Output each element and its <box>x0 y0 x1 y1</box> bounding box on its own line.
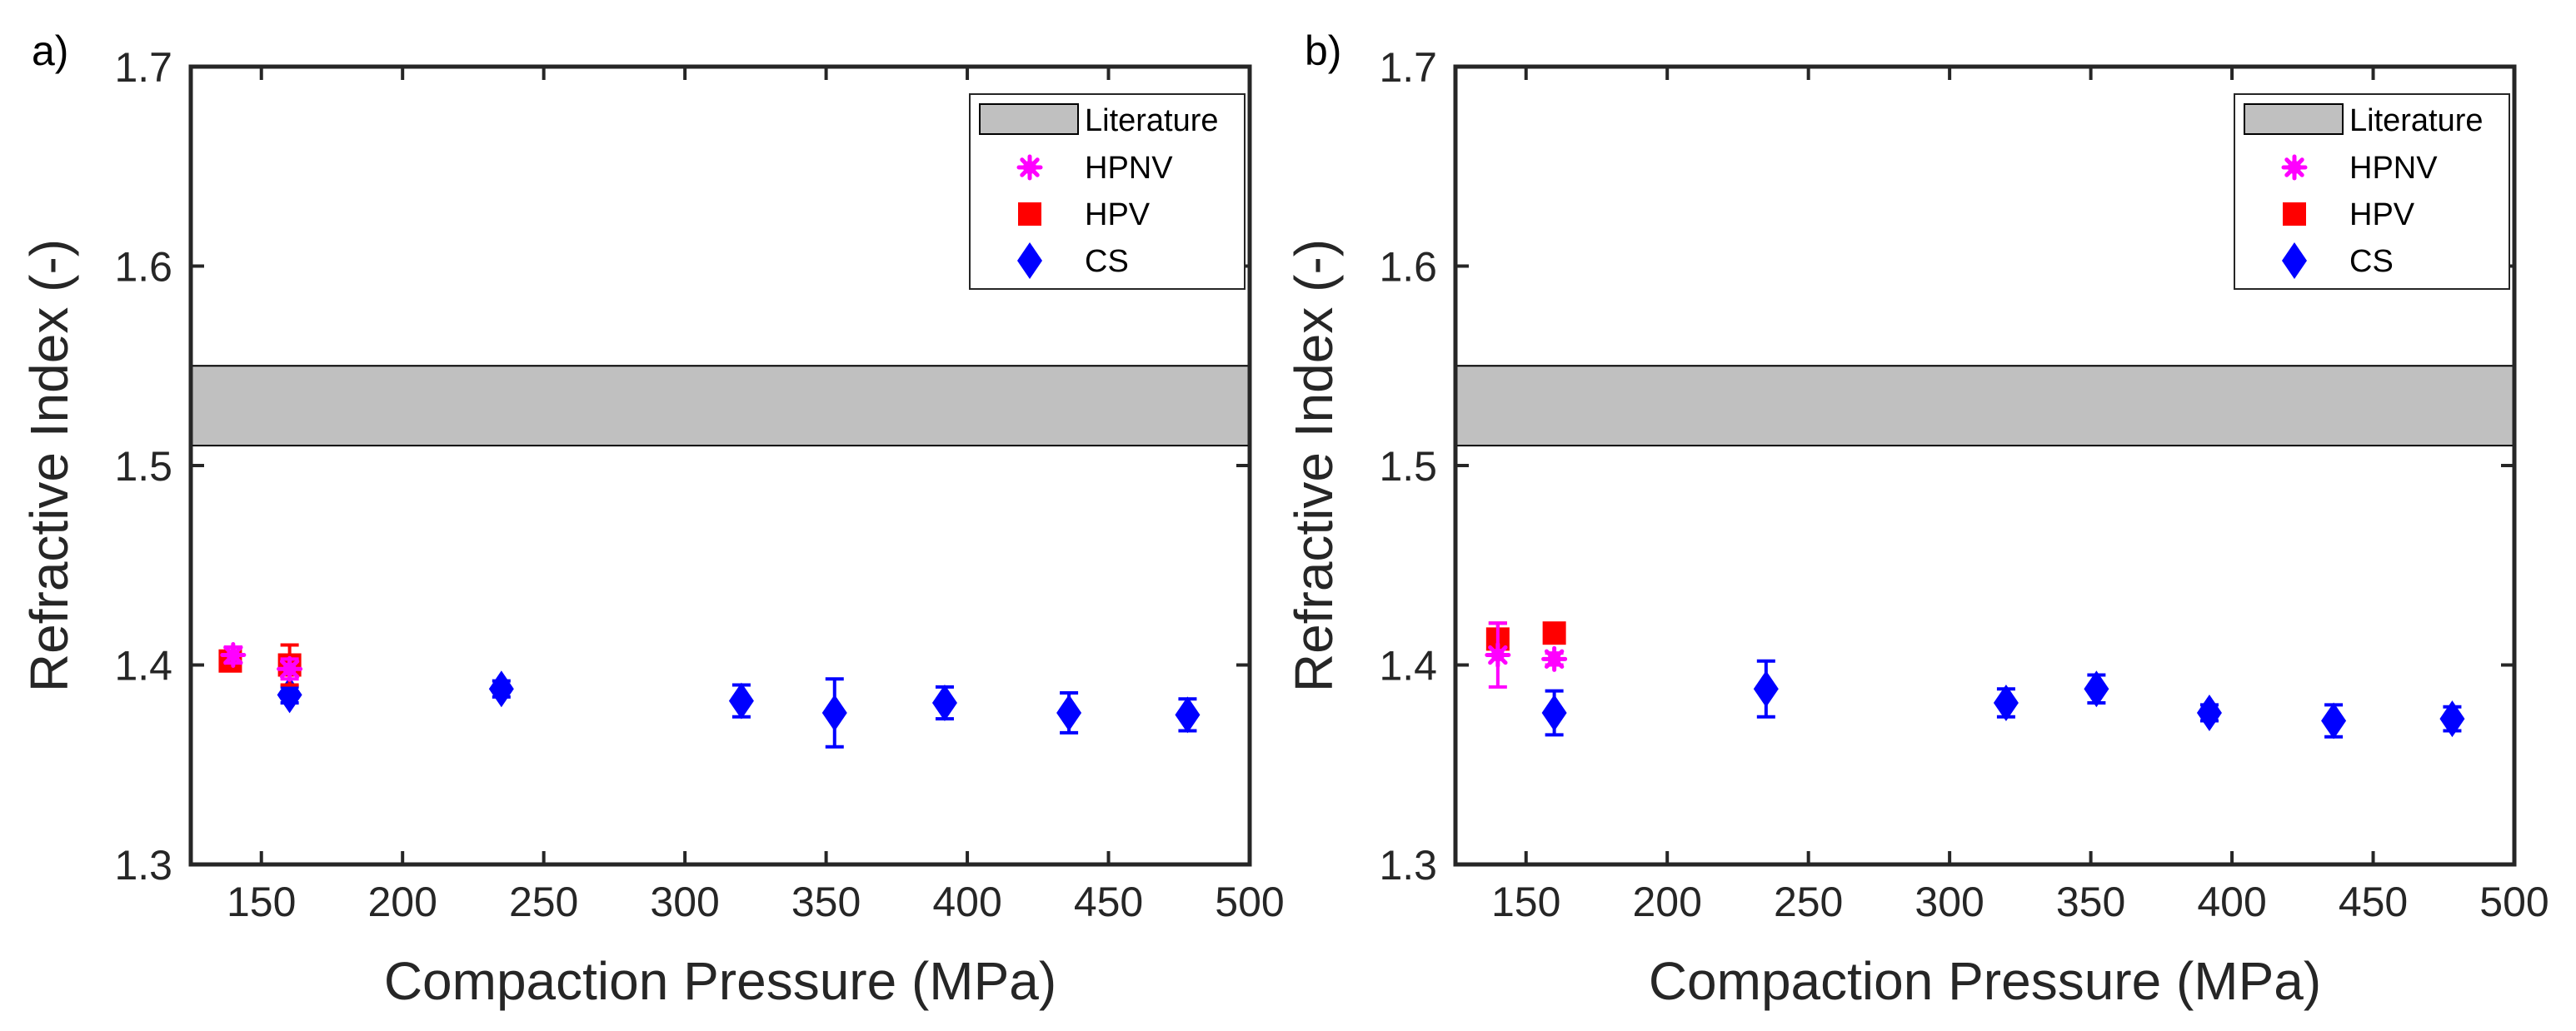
legend-hpv-marker <box>1018 202 1041 226</box>
y-tick-label: 1.6 <box>1379 244 1437 291</box>
y-tick-label: 1.5 <box>114 443 172 490</box>
legend-hpnv-label: HPNV <box>2349 151 2438 186</box>
legend-literature-label: Literature <box>2349 103 2484 138</box>
x-axis-label: Compaction Pressure (MPa) <box>384 951 1056 1011</box>
y-tick-label: 1.6 <box>114 244 172 291</box>
x-tick-label: 400 <box>932 879 1001 925</box>
data-point-cs <box>1541 694 1567 731</box>
y-tick-label: 1.3 <box>1379 842 1437 889</box>
data-point-cs <box>1993 685 2019 722</box>
data-point-cs <box>1175 696 1201 734</box>
marker-core <box>1547 652 1561 666</box>
marker-core <box>1490 648 1505 662</box>
x-tick-label: 500 <box>2479 879 2549 925</box>
x-tick-label: 300 <box>650 879 719 925</box>
data-point-cs <box>2321 702 2347 740</box>
data-point-hpv <box>1542 621 1566 645</box>
marker-core <box>1023 161 1036 174</box>
literature-band <box>1455 365 2515 447</box>
y-tick-label: 1.4 <box>114 643 172 690</box>
x-tick-label: 200 <box>1632 879 1701 925</box>
panel-label: b) <box>1305 27 1341 74</box>
data-point-cs <box>1056 694 1082 731</box>
x-tick-label: 200 <box>367 879 437 925</box>
legend-hpnv-marker <box>1016 154 1043 181</box>
panel-b: b) 150 200 250 300 350 400 450 500 1.3 1.4 1.5 1.6 1.… <box>1284 27 2549 1011</box>
legend-literature-label: Literature <box>1085 103 1219 138</box>
y-tick-label: 1.3 <box>114 842 172 889</box>
legend-cs-label: CS <box>1085 244 1129 279</box>
legend: Literature HPNV HPV CS <box>969 93 1246 290</box>
panel-label: a) <box>32 27 68 74</box>
data-point-cs <box>931 685 957 722</box>
data-point-cs <box>821 694 847 731</box>
panel-a: a) 150 200 250 300 350 400 450 500 1.3 1.4 1.5 1.6 1.… <box>19 27 1285 1011</box>
x-tick-label: 300 <box>1915 879 1984 925</box>
y-tick-label: 1.7 <box>1379 44 1437 91</box>
x-tick-label: 250 <box>1774 879 1843 925</box>
data-point-hpnv <box>1541 645 1568 672</box>
data-point-cs <box>728 682 754 720</box>
x-tick-label: 450 <box>1074 879 1143 925</box>
legend-literature-swatch <box>979 103 1079 135</box>
marker-core <box>282 662 297 676</box>
x-tick-label: 150 <box>227 879 296 925</box>
data-point-cs <box>2084 670 2109 708</box>
x-tick-label: 250 <box>509 879 578 925</box>
legend-cs-marker <box>1017 242 1042 279</box>
data-point-hpnv <box>1485 642 1511 669</box>
data-point-cs <box>2196 694 2222 731</box>
legend: Literature HPNV HPV CS <box>2234 93 2510 290</box>
x-tick-label: 450 <box>2339 879 2408 925</box>
legend-hpnv-marker <box>2281 154 2308 181</box>
y-tick-label: 1.4 <box>1379 643 1437 690</box>
legend-hpv-label: HPV <box>2349 197 2415 232</box>
data-point-hpnv <box>220 642 247 669</box>
x-axis-label: Compaction Pressure (MPa) <box>1649 951 2321 1011</box>
data-point-cs <box>1753 670 1779 708</box>
legend-hpv-marker <box>2283 202 2306 226</box>
y-axis-label: Refractive Index (-) <box>1284 239 1344 692</box>
y-tick-label: 1.5 <box>1379 443 1437 490</box>
x-tick-label: 350 <box>791 879 861 925</box>
legend-hpnv-label: HPNV <box>1085 151 1173 186</box>
x-tick-label: 500 <box>1215 879 1284 925</box>
marker-core <box>226 648 240 662</box>
legend-hpv-label: HPV <box>1085 197 1151 232</box>
data-point-cs <box>488 670 514 708</box>
y-tick-label: 1.7 <box>114 44 172 91</box>
y-axis-label: Refractive Index (-) <box>19 239 79 692</box>
data-point-cs <box>2439 700 2465 738</box>
data-point-hpnv <box>277 655 303 682</box>
legend-literature-swatch <box>2244 103 2344 135</box>
x-tick-label: 400 <box>2197 879 2266 925</box>
x-tick-label: 350 <box>2056 879 2125 925</box>
literature-band <box>190 365 1251 447</box>
legend-cs-label: CS <box>2349 244 2394 279</box>
x-tick-label: 150 <box>1491 879 1560 925</box>
legend-cs-marker <box>2282 242 2307 279</box>
marker-core <box>2288 161 2301 174</box>
